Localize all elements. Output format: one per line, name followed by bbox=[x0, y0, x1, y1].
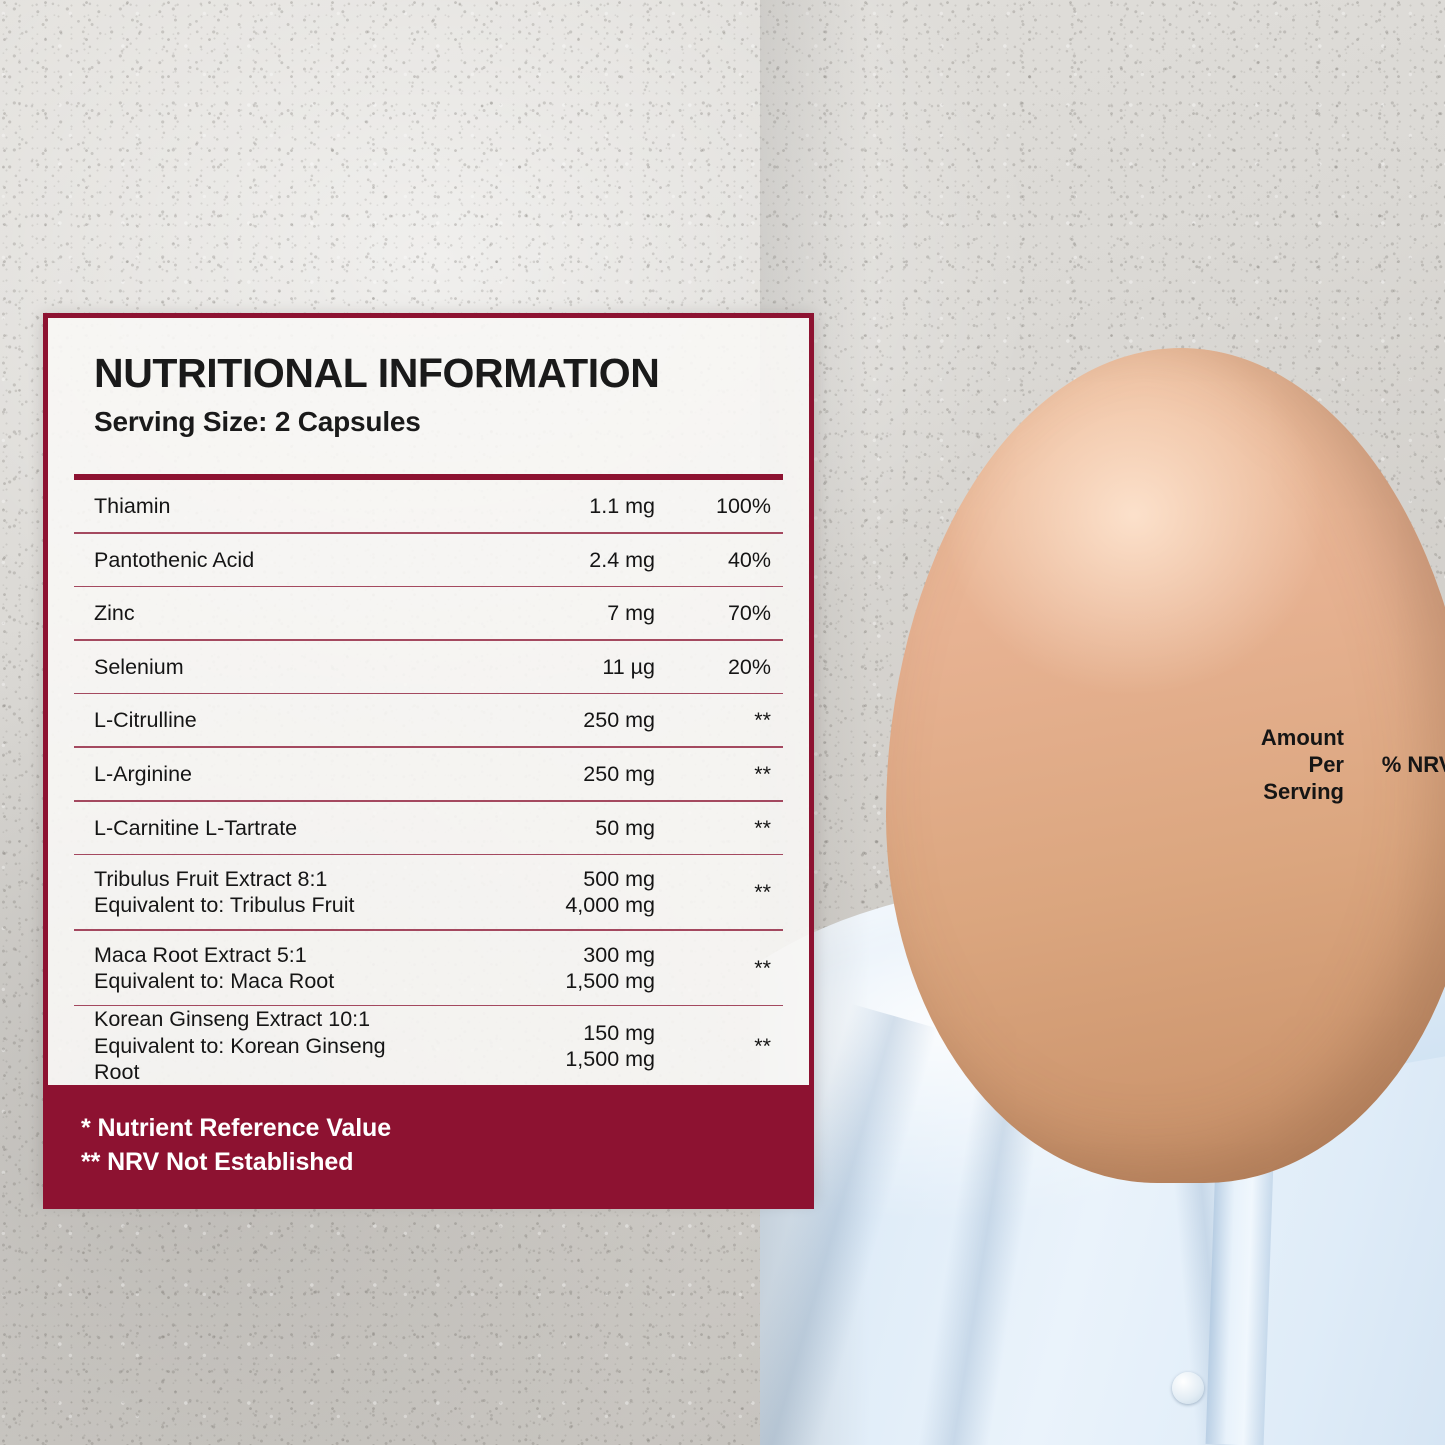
page-title: NUTRITIONAL INFORMATION bbox=[94, 350, 660, 396]
nutrient-nrv: ** bbox=[754, 761, 771, 786]
nutrient-name: L-Citrulline bbox=[94, 708, 197, 733]
nutrient-amount: 7 mg bbox=[607, 601, 655, 626]
nutrient-amount: 150 mg bbox=[583, 1020, 655, 1045]
nutrient-name-block: Tribulus Fruit Extract 8:1 Equivalent to… bbox=[94, 866, 424, 918]
table-header-row: Amount Per Serving % NRV* bbox=[886, 348, 1445, 1183]
nutrient-amount: 250 mg bbox=[583, 761, 655, 786]
nutrient-amount: 250 mg bbox=[583, 708, 655, 733]
nutrient-name: L-Arginine bbox=[94, 761, 192, 786]
nutrient-amount: 300 mg bbox=[583, 942, 655, 967]
table-row: Maca Root Extract 5:1 Equivalent to: Mac… bbox=[72, 931, 785, 1005]
col-header-amount: Amount Per Serving bbox=[1260, 725, 1344, 804]
row-divider bbox=[74, 746, 783, 749]
nutrient-nrv: ** bbox=[754, 708, 771, 733]
table-row: Zinc 7 mg 70% bbox=[72, 587, 785, 639]
col-header-nrv: % NRV* bbox=[1381, 752, 1445, 778]
row-divider bbox=[74, 585, 783, 588]
table-row: Korean Ginseng Extract 10:1 Equivalent t… bbox=[72, 1006, 785, 1085]
nutrient-amount-equivalent: 4,000 mg bbox=[565, 893, 655, 918]
nutrient-equivalent: Equivalent to: Korean Ginseng Root bbox=[94, 1033, 386, 1084]
nutrient-name: Maca Root Extract 5:1 bbox=[94, 942, 307, 967]
nutrient-amount-block: 150 mg 1,500 mg bbox=[424, 1020, 663, 1072]
nutrient-name: L-Carnitine L-Tartrate bbox=[94, 815, 298, 840]
nutrient-name-block: Maca Root Extract 5:1 Equivalent to: Mac… bbox=[94, 942, 424, 994]
footnote-nrv-not-established: ** NRV Not Established bbox=[81, 1148, 354, 1177]
shirt-button-bottom bbox=[1172, 1372, 1204, 1404]
footnote-nrv: * Nutrient Reference Value bbox=[81, 1114, 392, 1143]
row-divider bbox=[74, 1004, 783, 1007]
nutrient-amount: 11 µg bbox=[602, 654, 655, 679]
row-divider bbox=[74, 532, 783, 534]
nutrient-amount-block: 500 mg 4,000 mg bbox=[424, 866, 663, 918]
nutrient-amount: 1.1 mg bbox=[589, 493, 655, 518]
table-header-rule bbox=[74, 477, 783, 481]
nutrient-name: Selenium bbox=[94, 654, 184, 679]
table-row: L-Carnitine L-Tartrate 50 mg ** bbox=[72, 802, 785, 854]
table-row: Selenium 11 µg 20% bbox=[72, 641, 785, 693]
nutrient-equivalent: Equivalent to: Maca Root bbox=[94, 968, 335, 993]
footnotes-bar: * Nutrient Reference Value ** NRV Not Es… bbox=[43, 1085, 814, 1210]
row-divider bbox=[74, 853, 783, 856]
nutrient-name: Korean Ginseng Extract 10:1 bbox=[94, 1007, 371, 1032]
nutrient-nrv: 40% bbox=[727, 547, 771, 572]
nutrient-nrv: ** bbox=[754, 1033, 771, 1058]
nutrient-name-block: Korean Ginseng Extract 10:1 Equivalent t… bbox=[94, 1006, 424, 1085]
table-row: Tribulus Fruit Extract 8:1 Equivalent to… bbox=[72, 855, 785, 929]
nutrient-name: Zinc bbox=[94, 601, 135, 626]
nutrient-amount: 500 mg bbox=[583, 866, 655, 891]
nutrient-name: Thiamin bbox=[94, 493, 171, 518]
nutrient-nrv: ** bbox=[754, 880, 771, 905]
table-top-rule bbox=[74, 474, 783, 478]
panel-body: NUTRITIONAL INFORMATION Serving Size: 2 … bbox=[48, 318, 1445, 1183]
nutrient-nrv: 20% bbox=[727, 654, 771, 679]
nutrition-table: Amount Per Serving % NRV* Thiamin 1.1 mg… bbox=[70, 348, 1445, 1183]
nutrient-equivalent: Equivalent to: Tribulus Fruit bbox=[94, 893, 355, 918]
row-divider bbox=[74, 692, 783, 695]
nutrient-name: Pantothenic Acid bbox=[94, 547, 255, 572]
table-row: L-Citrulline 250 mg ** bbox=[72, 694, 785, 746]
nutritional-information-panel: NUTRITIONAL INFORMATION Serving Size: 2 … bbox=[43, 313, 1445, 1210]
nutrient-amount: 50 mg bbox=[595, 815, 655, 840]
row-divider bbox=[74, 929, 783, 931]
nutrient-nrv: 70% bbox=[727, 601, 771, 626]
nutrient-nrv: 100% bbox=[716, 493, 771, 518]
row-divider bbox=[74, 800, 783, 802]
nutrient-name: Tribulus Fruit Extract 8:1 bbox=[94, 866, 328, 891]
table-row: Pantothenic Acid 2.4 mg 40% bbox=[72, 534, 785, 586]
table-row: L-Arginine 250 mg ** bbox=[72, 748, 785, 800]
nutrient-amount-equivalent: 1,500 mg bbox=[565, 1046, 655, 1071]
nutrient-amount-equivalent: 1,500 mg bbox=[565, 968, 655, 993]
row-divider bbox=[74, 639, 783, 641]
table-row: Thiamin 1.1 mg 100% bbox=[72, 480, 785, 532]
nutrient-amount: 2.4 mg bbox=[589, 547, 655, 572]
nutrient-nrv: ** bbox=[754, 815, 771, 840]
nutrient-amount-block: 300 mg 1,500 mg bbox=[424, 942, 663, 994]
nutrient-nrv: ** bbox=[754, 955, 771, 980]
serving-size-label: Serving Size: 2 Capsules bbox=[94, 406, 421, 438]
